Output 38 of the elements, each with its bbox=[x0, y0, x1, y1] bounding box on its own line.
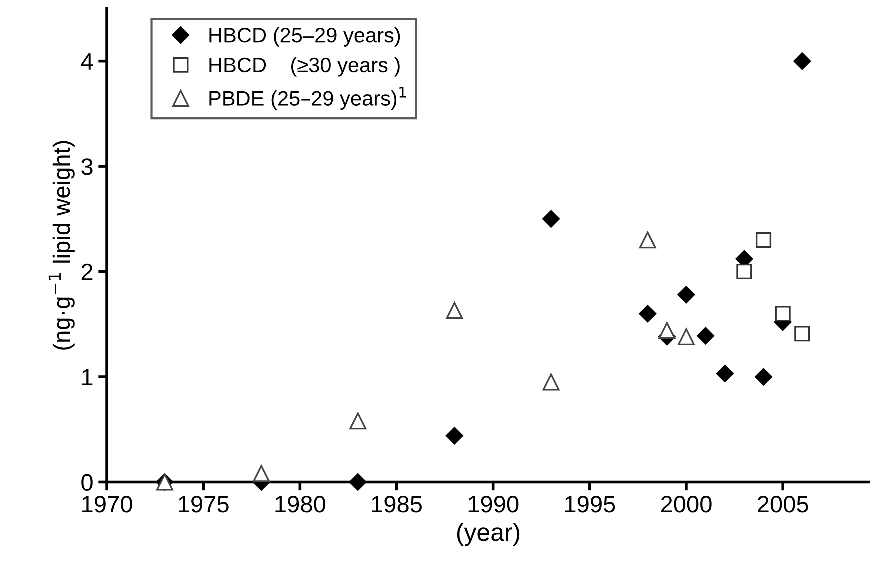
y-tick-label: 1 bbox=[82, 369, 93, 386]
y-axis-title: (ng·g$^{−1}$ lipid weight) bbox=[48, 141, 75, 350]
point bbox=[658, 322, 676, 340]
legend-label: HBCD (25–29 years) bbox=[210, 27, 400, 47]
point bbox=[253, 465, 270, 482]
y-tick-label: 3 bbox=[82, 158, 93, 176]
x-tick-label: 1980 bbox=[276, 496, 326, 513]
y-tick-label: 4 bbox=[81, 54, 94, 70]
x-tick-label: 1970 bbox=[82, 496, 132, 513]
x-tick-label: 1995 bbox=[565, 496, 616, 513]
y-tick-label: 2 bbox=[82, 264, 93, 280]
point bbox=[697, 327, 715, 345]
x-axis-title: (year) bbox=[457, 522, 520, 546]
point bbox=[446, 302, 464, 320]
point bbox=[678, 328, 695, 346]
point bbox=[678, 286, 696, 304]
point bbox=[756, 232, 772, 248]
point bbox=[755, 368, 772, 386]
legend-label: PBDE (25–29 years)$^{1}$ bbox=[210, 87, 406, 110]
x-tick-label: 1975 bbox=[179, 496, 229, 513]
point bbox=[716, 365, 734, 383]
point bbox=[350, 412, 367, 430]
x-tick-label: 1985 bbox=[372, 496, 422, 513]
point bbox=[542, 374, 560, 391]
point bbox=[542, 210, 560, 228]
x-tick-label: 1990 bbox=[468, 496, 519, 513]
point bbox=[775, 306, 791, 322]
point bbox=[639, 232, 656, 249]
point bbox=[794, 326, 810, 342]
point bbox=[349, 474, 367, 491]
point bbox=[794, 52, 812, 70]
x-tick-label: 2000 bbox=[661, 496, 712, 513]
x-tick-label: 2005 bbox=[758, 496, 808, 513]
point bbox=[639, 305, 657, 323]
point bbox=[446, 427, 464, 445]
legend-label: HBCD (≥30 years ) bbox=[210, 57, 400, 77]
y-tick-label: 0 bbox=[82, 474, 93, 492]
point bbox=[736, 264, 752, 280]
